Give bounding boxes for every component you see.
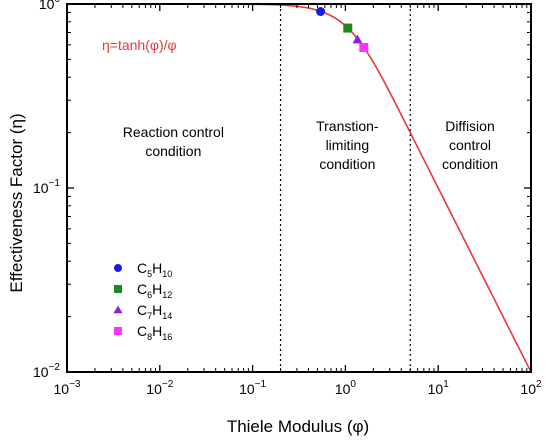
legend: C5H10 C6H12 C7H14 C8H16 [113,260,172,342]
region-label: Diffision control condition [442,118,498,172]
y-tick-label: 10−2 [33,362,60,380]
x-tick-label: 10−2 [146,379,173,397]
x-tick-label: 101 [428,379,450,397]
legend-marker [114,264,122,272]
data-point [352,34,363,44]
legend-marker [114,327,122,335]
y-tick-label: 100 [39,0,61,12]
x-axis-title: Thiele Modulus (φ) [227,417,369,436]
x-tick-label: 102 [520,379,542,397]
plot-area: η=tanh(φ)/φ Reaction control condition Tran… [66,3,532,373]
region-label: Transtion-limiting condition [316,118,379,172]
x-tick-label: 10−3 [54,379,81,397]
y-tick-label: 10−1 [33,178,60,196]
y-axis: 10−2 10−1 100 [33,0,531,380]
x-tick-label: 100 [335,379,357,397]
legend-entry: C8H16 [137,323,172,342]
legend-entry: C7H14 [137,302,172,321]
legend-marker [113,305,123,314]
legend-entry: C5H10 [137,260,172,279]
x-tick-label: 10−1 [239,379,266,397]
curve-equation-label: η=tanh(φ)/φ [102,37,177,53]
data-point [359,43,369,53]
data-point [316,7,326,17]
legend-entry: C6H12 [137,281,172,300]
data-point [343,23,353,33]
y-axis-title: Effectiveness Factor (η) [7,113,26,292]
x-axis: 10−3 10−2 10−1 100 101 102 [54,4,542,397]
legend-marker [114,285,122,293]
region-label: Reaction control condition [123,124,224,159]
